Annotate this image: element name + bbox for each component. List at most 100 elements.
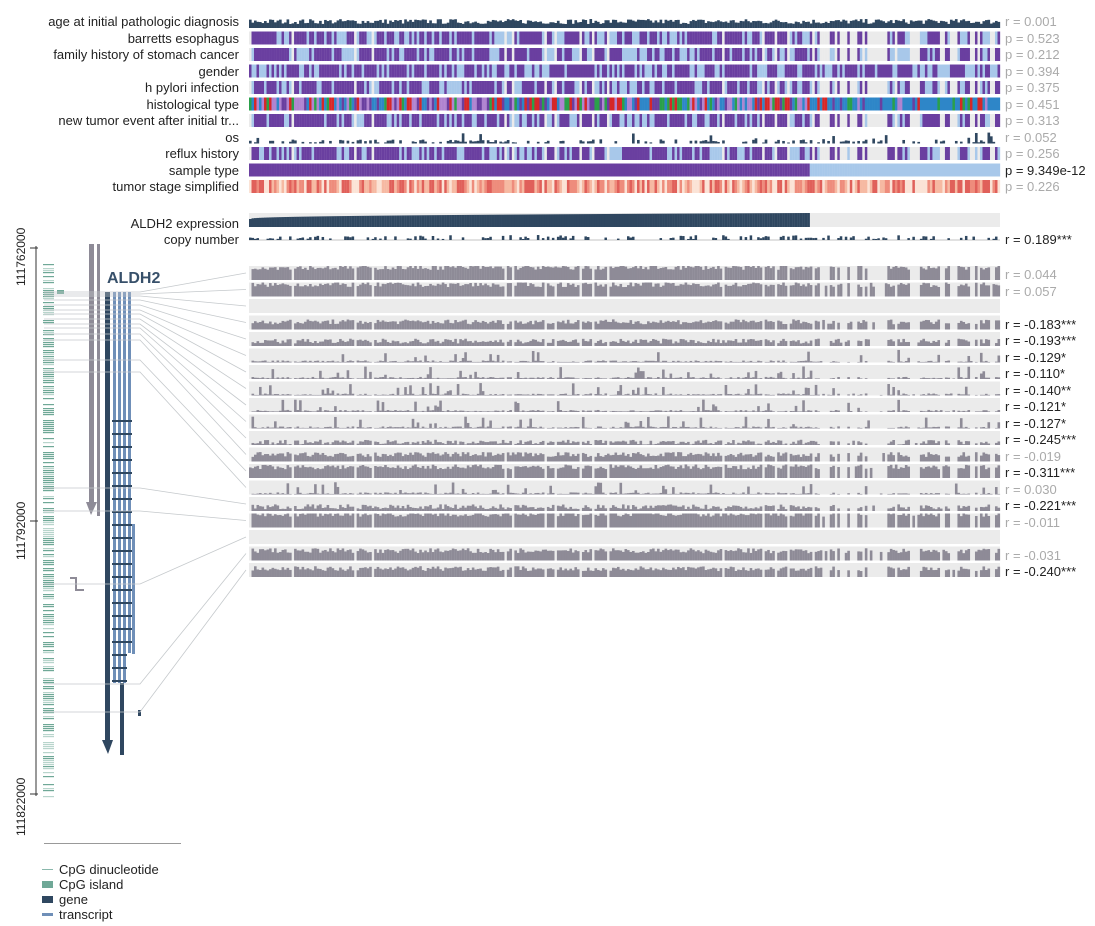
- probe-methylation-bar: [524, 266, 527, 280]
- probe-methylation-bar: [471, 266, 475, 280]
- clinical-cell: [982, 31, 986, 45]
- probe-methylation-bar: [704, 266, 708, 280]
- clinical-cell: [654, 48, 658, 61]
- clinical-cell: [304, 64, 307, 78]
- clinical-cell: [714, 97, 718, 111]
- clinical-cell: [409, 97, 412, 111]
- clinical-cell: [717, 180, 720, 193]
- probe-methylation-bar: [321, 377, 325, 379]
- clinical-cell: [677, 19, 680, 28]
- clinical-cell: [887, 48, 890, 61]
- probe-methylation-bar: [479, 283, 482, 297]
- clinical-cell: [852, 48, 855, 61]
- clinical-cell: [591, 64, 595, 78]
- clinical-cell: [299, 48, 302, 61]
- clinical-cell: [712, 31, 715, 45]
- clinical-cell: [324, 64, 327, 78]
- probe-methylation-bar: [674, 285, 678, 297]
- probe-methylation-bar: [386, 283, 390, 297]
- clinical-cell: [374, 139, 377, 144]
- clinical-cell: [832, 180, 835, 193]
- clinical-cell: [709, 64, 713, 78]
- clinical-cell: [667, 180, 670, 193]
- clinical-cell: [729, 48, 733, 61]
- clinical-cell: [461, 31, 465, 45]
- expression-bar: [647, 213, 650, 227]
- clinical-cell: [652, 97, 655, 111]
- clinical-cell: [954, 147, 958, 160]
- clinical-cell: [291, 81, 295, 94]
- clinical-cell: [902, 64, 906, 78]
- probe-methylation-bar: [524, 323, 527, 330]
- clinical-cell: [571, 147, 575, 160]
- clinical-cell: [752, 48, 755, 61]
- clinical-cell: [797, 81, 800, 94]
- clinical-cell: [524, 147, 528, 160]
- probe-methylation-bar: [309, 360, 312, 363]
- clinical-cell: [924, 114, 928, 127]
- probe-methylation-bar: [254, 377, 257, 379]
- copy-number-bar: [822, 237, 825, 240]
- clinical-cell: [664, 48, 668, 61]
- clinical-cell: [611, 180, 615, 193]
- clinical-cell: [849, 48, 853, 61]
- clinical-cell: [561, 48, 565, 61]
- clinical-cell: [814, 48, 818, 61]
- copy-number-bar: [546, 236, 550, 240]
- probe-methylation-bar: [601, 286, 605, 297]
- clinical-cell: [937, 97, 941, 111]
- clinical-cell: [822, 97, 825, 111]
- probe-methylation-bar: [647, 342, 650, 346]
- clinical-cell: [842, 31, 845, 45]
- clinical-cell: [366, 180, 370, 193]
- clinical-cell: [491, 163, 495, 177]
- clinical-cell: [827, 114, 830, 127]
- clinical-cell: [579, 48, 583, 61]
- clinical-cell: [622, 147, 625, 160]
- clinical-cell: [469, 64, 472, 78]
- probe-methylation-bar: [927, 320, 930, 330]
- probe-methylation-bar: [546, 342, 550, 346]
- expression-bar: [411, 215, 415, 227]
- clinical-cell: [782, 97, 785, 111]
- clinical-cell: [364, 64, 367, 78]
- clinical-cell: [899, 180, 903, 193]
- clinical-cell: [804, 147, 808, 160]
- probe-methylation-bar: [384, 321, 387, 330]
- clinical-cell: [331, 81, 335, 94]
- probe-methylation-bar: [319, 323, 322, 330]
- clinical-cell: [444, 114, 447, 127]
- clinical-cell: [852, 147, 855, 160]
- clinical-cell: [854, 31, 858, 45]
- clinical-cell: [777, 20, 780, 28]
- probe-methylation-bar: [311, 376, 315, 379]
- clinical-cell: [311, 114, 315, 127]
- clinical-cell: [569, 31, 573, 45]
- probe-methylation-bar: [792, 285, 795, 297]
- clinical-cell: [431, 180, 435, 193]
- clinical-cell: [506, 163, 510, 177]
- probe-methylation-bar: [446, 319, 450, 330]
- clinical-cell: [739, 81, 743, 94]
- clinical-cell: [744, 48, 748, 61]
- clinical-cell: [757, 180, 760, 193]
- expression-bar: [496, 214, 500, 227]
- probe-methylation-bar: [779, 371, 783, 379]
- clinical-cell: [439, 48, 442, 61]
- probe-methylation-bar: [657, 322, 660, 330]
- clinical-cell: [834, 20, 838, 28]
- clinical-cell: [722, 64, 725, 78]
- clinical-cell: [451, 97, 455, 111]
- clinical-cell: [301, 163, 305, 177]
- clinical-cell: [459, 180, 462, 193]
- probe-methylation-bar: [847, 377, 850, 379]
- clinical-cell: [777, 180, 780, 193]
- clinical-cell: [594, 48, 598, 61]
- clinical-cell: [469, 81, 472, 94]
- clinical-cell: [404, 19, 407, 28]
- probe-methylation-bar: [599, 269, 603, 280]
- clinical-cell: [797, 31, 800, 45]
- clinical-cell: [992, 180, 996, 193]
- clinical-cell: [516, 97, 520, 111]
- probe-methylation-bar: [634, 361, 638, 363]
